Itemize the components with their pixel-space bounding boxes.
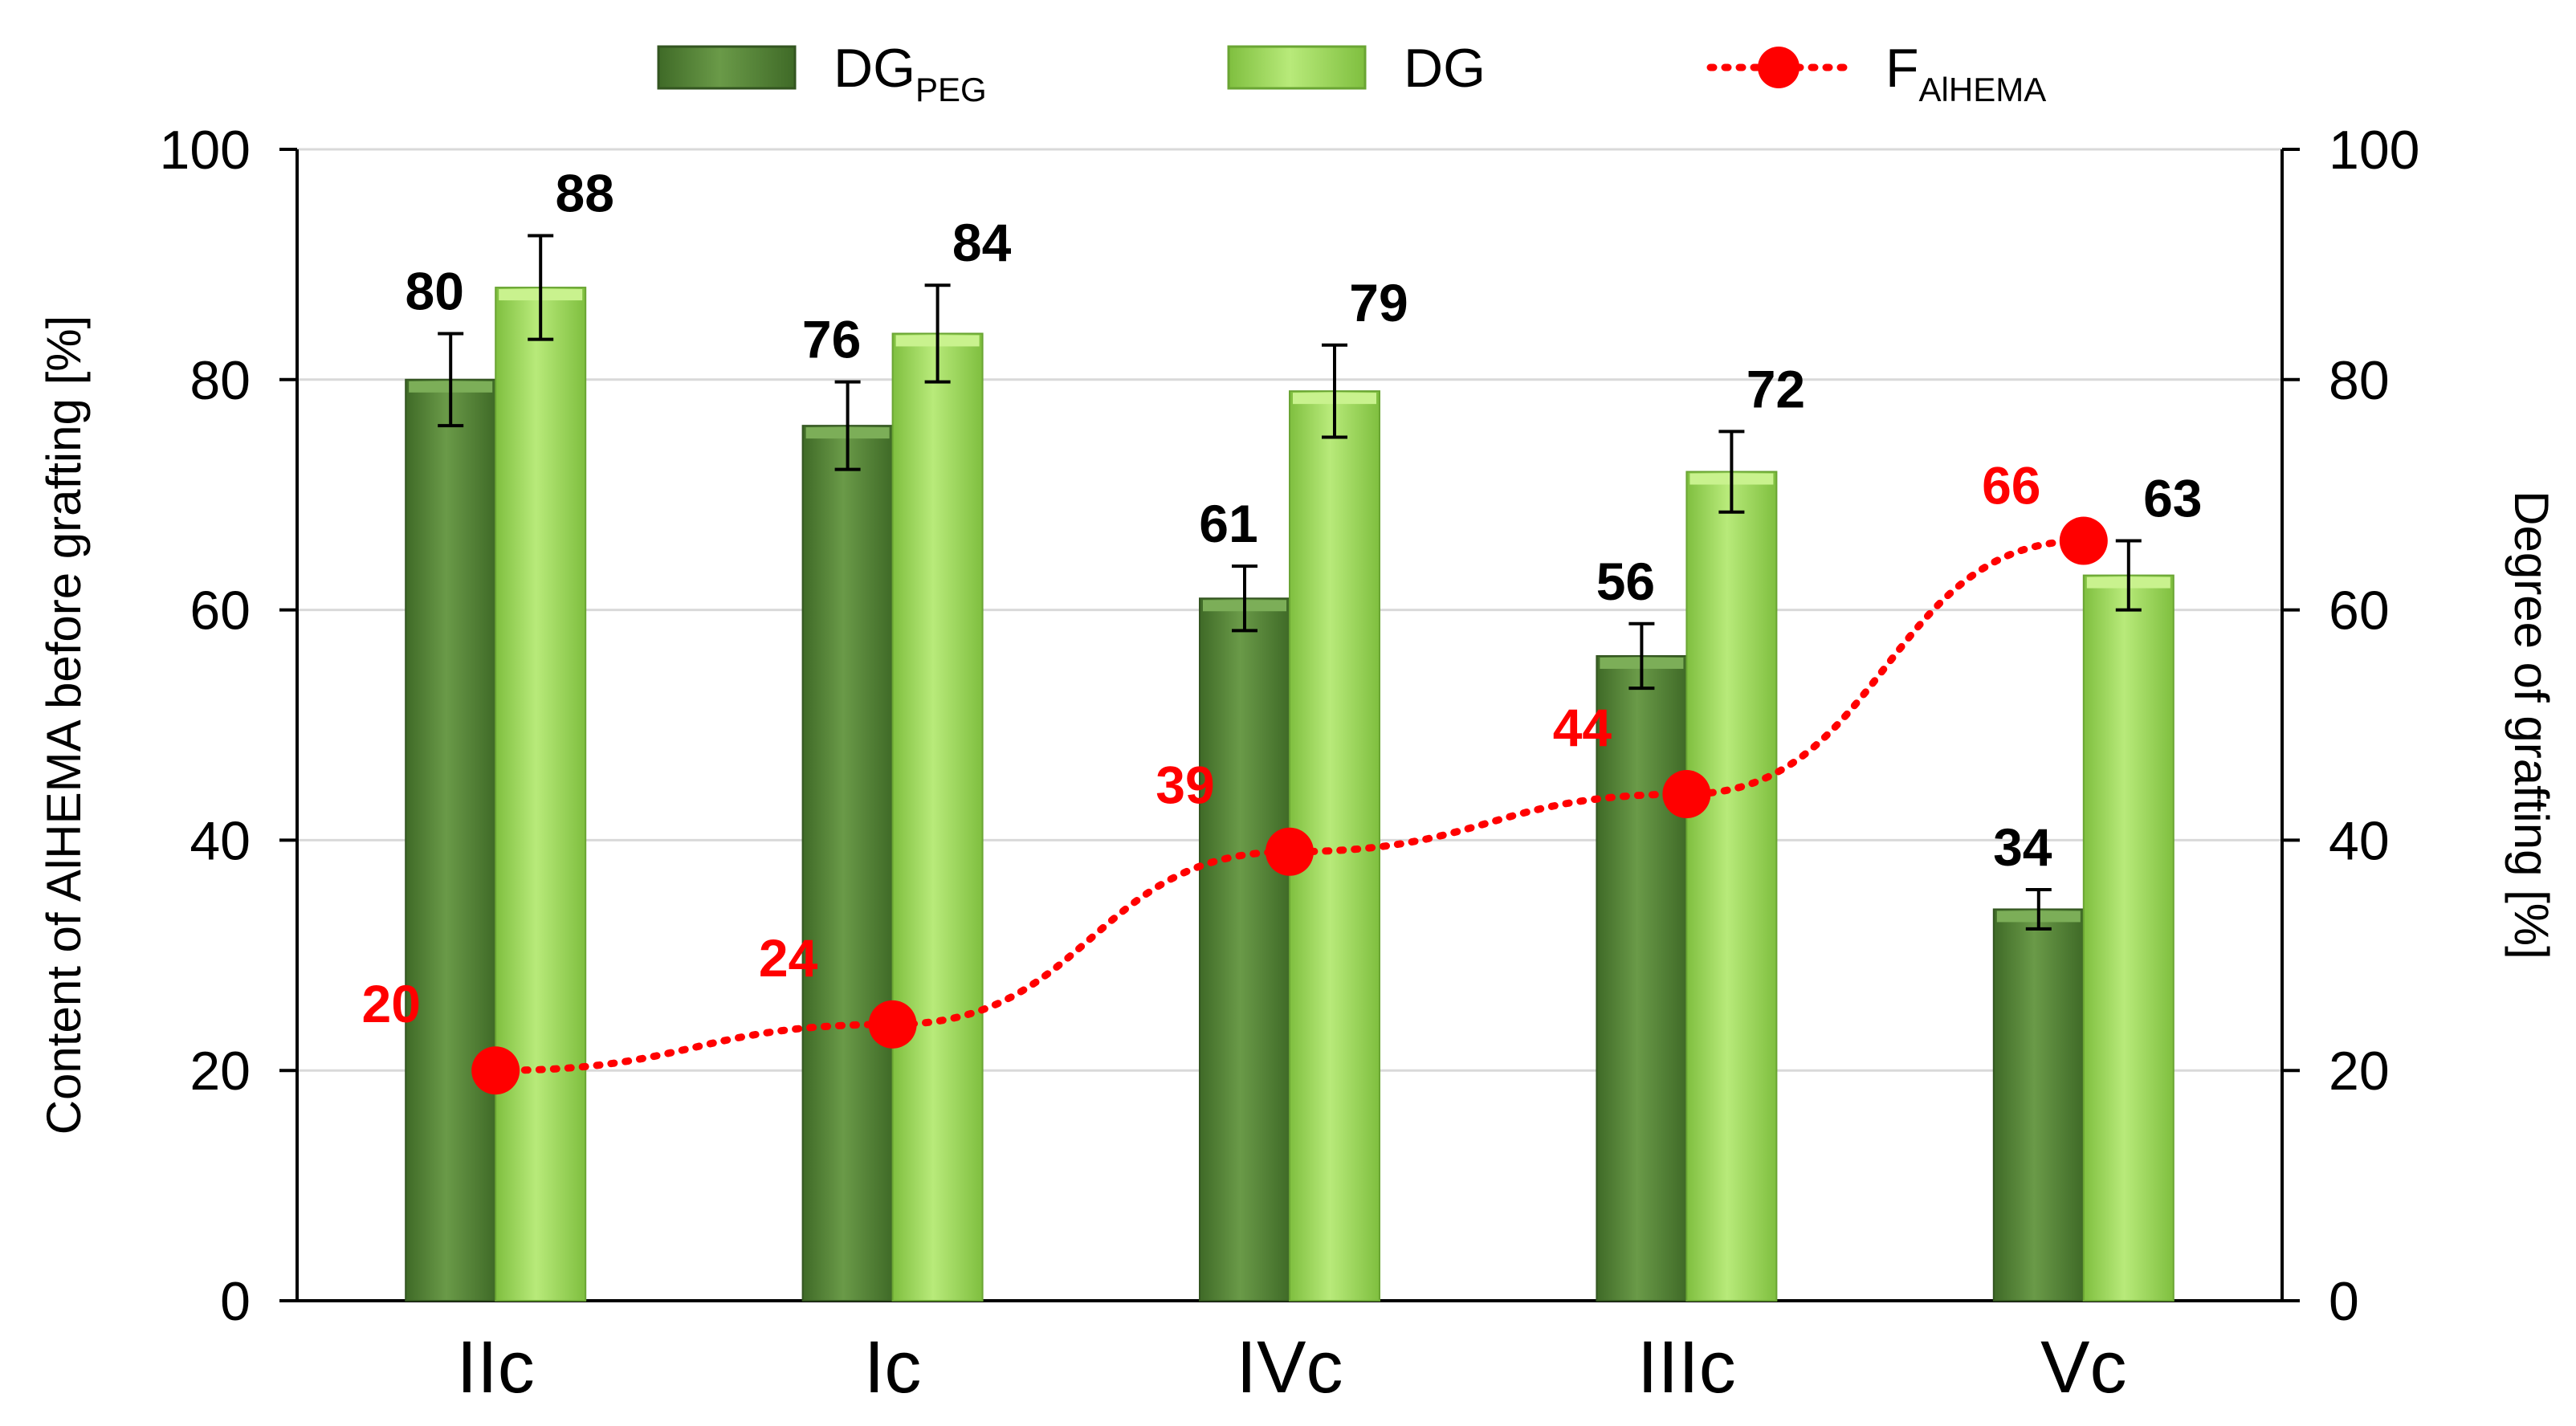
bar (2082, 574, 2175, 1302)
legend-marker (1758, 47, 1800, 88)
bar (405, 378, 497, 1302)
y-axis-title-right: Degree of grafting [%] (2505, 491, 2558, 959)
bar-value-label: 61 (1199, 494, 1257, 553)
bar-value-label: 56 (1596, 552, 1655, 611)
line-point (471, 1046, 520, 1095)
bar (801, 425, 894, 1302)
legend: DGPEG DG FAlHEMA (657, 38, 2046, 108)
y-tick-label-right: 60 (2329, 581, 2390, 642)
bar-value-label: 79 (1349, 273, 1408, 332)
y-tick-label-right: 40 (2329, 810, 2390, 871)
y-tick-label-right: 100 (2329, 120, 2419, 181)
y-axis-title-left: Content of AlHEMA before grafting [%] (37, 316, 91, 1135)
x-tick-label: Ic (864, 1326, 922, 1408)
line-value-label: 44 (1553, 698, 1612, 757)
legend-label: FAlHEMA (1885, 38, 2046, 108)
bar-value-label: 72 (1747, 359, 1805, 418)
bar (1685, 471, 1778, 1302)
bar-value-label: 63 (2143, 469, 2202, 528)
bar (891, 332, 984, 1302)
x-tick-label: IIc (457, 1326, 535, 1408)
legend-swatch (1227, 45, 1367, 90)
line-point (1662, 770, 1711, 819)
line-value-label: 20 (361, 974, 420, 1033)
bar (1992, 908, 2085, 1302)
legend-label: DG (1404, 38, 1486, 99)
y-tick-label-left: 0 (220, 1271, 251, 1332)
bar-value-label: 88 (555, 164, 613, 223)
bar-value-label: 34 (1993, 817, 2052, 877)
legend-swatch (657, 45, 797, 90)
axes: 0 0 20 20 40 40 60 60 80 80 100 100 Content of AlHEM… (37, 120, 2558, 1408)
y-tick-label-left: 40 (190, 810, 251, 871)
line-value-label: 24 (759, 928, 818, 988)
legend-label: DGPEG (834, 38, 987, 108)
bar-value-label: 80 (405, 261, 463, 320)
bar-value-label: 84 (952, 213, 1012, 272)
bars (405, 234, 2175, 1302)
data-labels: 80 76 61 56 34 88 84 79 72 63 20 24 39 44 66 (361, 164, 2202, 1034)
y-tick-label-right: 80 (2329, 350, 2390, 411)
line-value-label: 39 (1156, 756, 1214, 815)
y-tick-label-left: 20 (190, 1041, 251, 1102)
bar-value-label: 76 (802, 310, 861, 369)
y-tick-label-left: 80 (190, 350, 251, 411)
y-tick-label-right: 20 (2329, 1041, 2390, 1102)
bar (495, 287, 587, 1302)
line-value-label: 66 (1982, 456, 2040, 515)
x-tick-label: IVc (1237, 1326, 1343, 1408)
x-tick-label: Vc (2040, 1326, 2126, 1408)
line-point (868, 1000, 917, 1049)
y-tick-label-right: 0 (2329, 1271, 2359, 1332)
y-tick-label-left: 100 (160, 120, 251, 181)
line-point (1266, 827, 1314, 876)
line-path (491, 537, 2088, 1074)
bar (1199, 597, 1290, 1302)
line-point (2059, 516, 2108, 565)
f-alhema-line (471, 516, 2108, 1095)
y-tick-label-left: 60 (190, 581, 251, 642)
x-tick-label: IIIc (1637, 1326, 1736, 1408)
